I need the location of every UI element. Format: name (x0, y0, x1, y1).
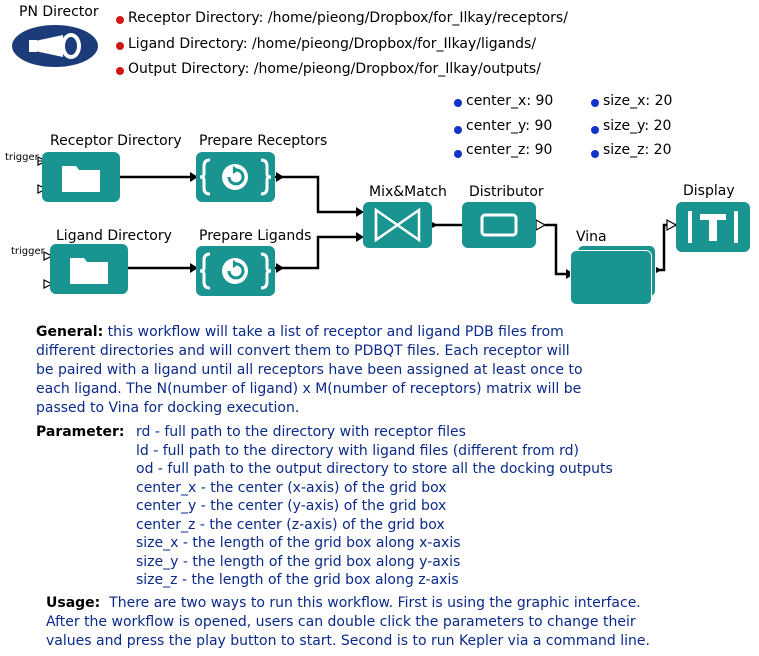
param-value: /home/pieong/Dropbox/for_Ilkay/ligands/ (252, 36, 537, 52)
param-value: /home/pieong/Dropbox/for_Ilkay/outputs/ (253, 61, 541, 77)
doc-line: center_z - the center (z-axis) of the gr… (136, 516, 445, 533)
parameter-doc: rd - full path to the directory with rec… (136, 423, 613, 590)
general-heading: General: (36, 324, 104, 340)
prepare-receptors-actor[interactable] (196, 152, 275, 202)
doc-line: each ligand. The N(number of ligand) x M… (36, 381, 582, 397)
folder-icon (70, 258, 108, 284)
param-marker-icon (454, 99, 462, 107)
doc-line: center_x - the center (x-axis) of the gr… (136, 479, 447, 496)
display-actor[interactable] (676, 202, 750, 252)
doc-line: size_y - the length of the grid box alon… (136, 553, 461, 570)
param-output-dir[interactable]: Output Directory: /home/pieong/Dropbox/f… (128, 61, 541, 77)
ligand-directory-actor[interactable] (50, 244, 128, 294)
doc-line: size_z - the length of the grid box alon… (136, 572, 459, 588)
usage-heading: Usage: (46, 595, 101, 611)
folder-icon (62, 166, 100, 192)
actor-label: Mix&Match (369, 184, 447, 200)
actor-label: Ligand Directory (56, 228, 172, 244)
param-ligand-dir[interactable]: Ligand Directory: /home/pieong/Dropbox/f… (128, 36, 536, 52)
param-label: Output Directory: (128, 61, 250, 77)
parameter-heading: Parameter: (36, 424, 125, 440)
composite-cycle-icon (199, 252, 272, 290)
param-center-x[interactable]: center_x: 90 (466, 93, 554, 109)
param-receptor-dir[interactable]: Receptor Directory: /home/pieong/Dropbox… (128, 10, 568, 26)
param-size-z[interactable]: size_z: 20 (603, 142, 672, 158)
distributor-actor[interactable] (462, 202, 536, 248)
actor-label: Distributor (469, 184, 544, 200)
vina-actor[interactable] (570, 250, 652, 305)
prepare-ligands-actor[interactable] (196, 246, 275, 296)
trigger-port-label: trigger (11, 246, 45, 257)
param-marker-icon (591, 126, 599, 134)
param-marker-icon (591, 99, 599, 107)
doc-line: passed to Vina for docking execution. (36, 400, 300, 416)
director-label: PN Director (19, 4, 99, 20)
doc-line: od - full path to the output directory t… (136, 461, 613, 477)
doc-line: values and press the play button to star… (46, 633, 650, 649)
mixmatch-actor[interactable] (363, 202, 432, 248)
receptor-directory-actor[interactable] (42, 152, 120, 202)
usage-doc: Usage: There are two ways to run this wo… (46, 594, 650, 651)
param-marker-icon (116, 16, 124, 24)
param-size-y[interactable]: size_y: 20 (603, 118, 672, 134)
doc-line: size_x - the length of the grid box alon… (136, 535, 461, 551)
param-size-x[interactable]: size_x: 20 (603, 93, 673, 109)
trigger-port-label: trigger (5, 152, 39, 163)
actor-label: Prepare Receptors (199, 133, 328, 149)
doc-line: center_y - the center (y-axis) of the gr… (136, 498, 447, 514)
actor-label: Vina (576, 229, 607, 245)
param-value: /home/pieong/Dropbox/for_Ilkay/receptors… (267, 10, 568, 26)
doc-line: rd - full path to the directory with rec… (136, 424, 466, 440)
param-marker-icon (454, 150, 462, 158)
actor-label: Display (683, 183, 735, 199)
doc-line: different directories and will convert t… (36, 343, 570, 359)
param-center-z[interactable]: center_z: 90 (466, 142, 553, 158)
mix-match-icon (374, 207, 421, 243)
param-marker-icon (116, 67, 124, 75)
director-icon[interactable] (11, 24, 99, 68)
actor-label: Prepare Ligands (199, 228, 312, 244)
param-marker-icon (454, 126, 462, 134)
param-center-y[interactable]: center_y: 90 (466, 118, 553, 134)
doc-line: There are two ways to run this workflow.… (109, 595, 641, 611)
param-marker-icon (116, 42, 124, 50)
param-label: Receptor Directory: (128, 10, 264, 26)
general-doc: General: this workflow will take a list … (36, 323, 583, 418)
doc-line: ld - full path to the directory with lig… (136, 442, 579, 459)
actor-label: Receptor Directory (50, 133, 182, 149)
text-display-icon (688, 211, 738, 243)
doc-line: After the workflow is opened, users can … (46, 614, 636, 630)
distributor-icon (480, 213, 518, 237)
param-label: Ligand Directory: (128, 36, 248, 52)
doc-line: be paired with a ligand until all recept… (36, 362, 583, 378)
doc-line: this workflow will take a list of recept… (107, 324, 564, 340)
composite-cycle-icon (199, 158, 272, 196)
param-marker-icon (591, 150, 599, 158)
